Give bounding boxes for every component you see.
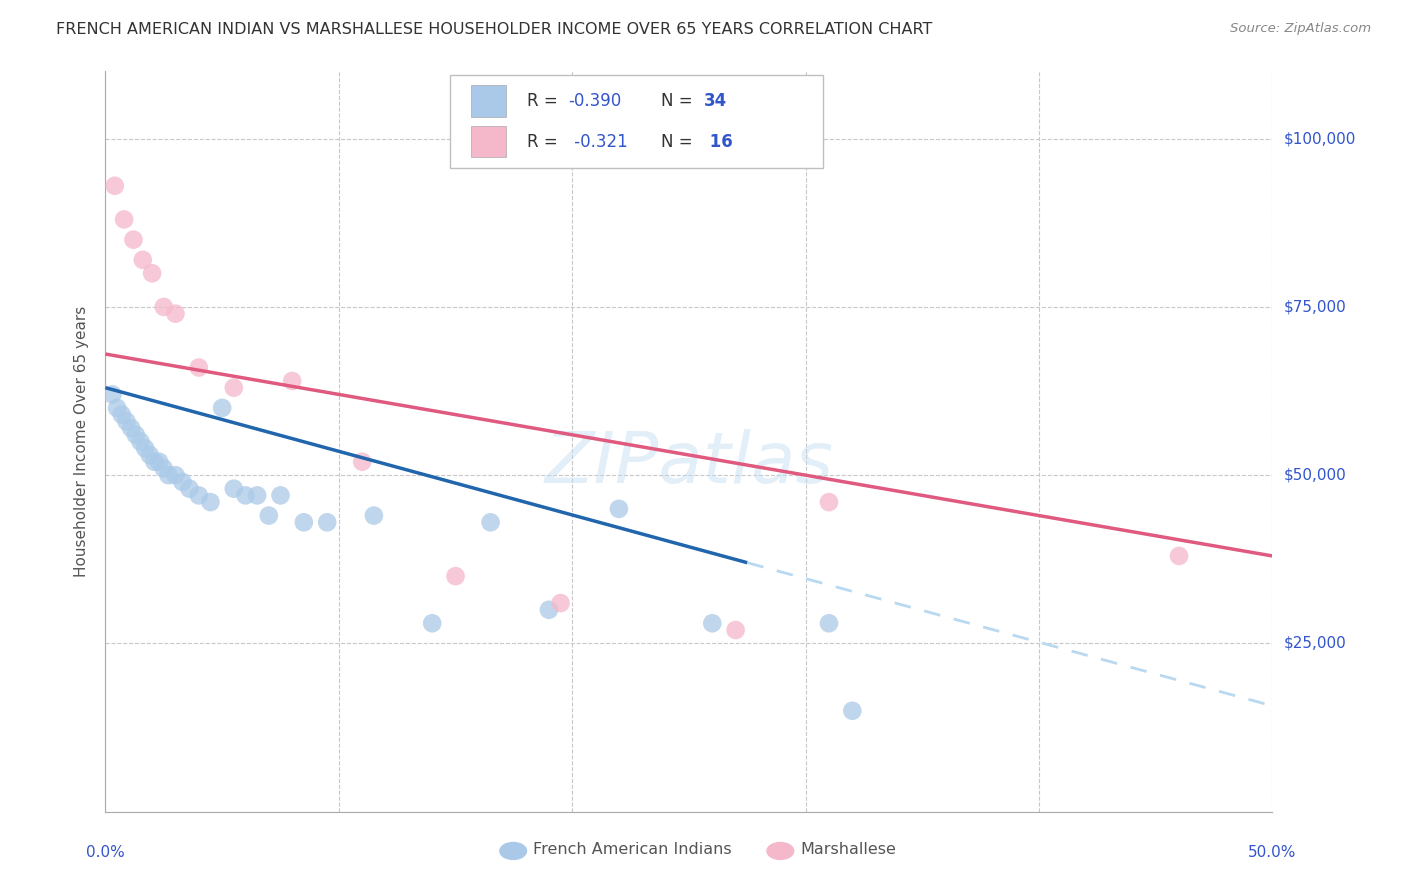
- Point: [148, 455, 170, 469]
- Bar: [471, 126, 506, 157]
- Point: [125, 427, 148, 442]
- Point: [172, 475, 194, 489]
- Point: [537, 603, 560, 617]
- Point: [235, 488, 257, 502]
- Point: [132, 252, 155, 267]
- Point: [702, 616, 724, 631]
- Y-axis label: Householder Income Over 65 years: Householder Income Over 65 years: [75, 306, 90, 577]
- Point: [818, 495, 841, 509]
- Point: [257, 508, 280, 523]
- Text: $100,000: $100,000: [1284, 131, 1355, 146]
- Point: [211, 401, 233, 415]
- Text: N =: N =: [661, 133, 697, 151]
- Text: R =: R =: [527, 92, 562, 110]
- Point: [281, 374, 304, 388]
- Text: Source: ZipAtlas.com: Source: ZipAtlas.com: [1230, 22, 1371, 36]
- Point: [120, 421, 142, 435]
- Point: [363, 508, 385, 523]
- Text: 16: 16: [704, 133, 733, 151]
- Point: [134, 442, 156, 456]
- Point: [607, 501, 630, 516]
- Point: [292, 516, 315, 530]
- Point: [152, 300, 174, 314]
- Text: 34: 34: [704, 92, 727, 110]
- Text: N =: N =: [661, 92, 697, 110]
- Point: [112, 212, 135, 227]
- Point: [1168, 549, 1191, 563]
- Text: $75,000: $75,000: [1284, 300, 1347, 314]
- Point: [122, 233, 145, 247]
- Text: FRENCH AMERICAN INDIAN VS MARSHALLESE HOUSEHOLDER INCOME OVER 65 YEARS CORRELATI: FRENCH AMERICAN INDIAN VS MARSHALLESE HO…: [56, 22, 932, 37]
- Point: [179, 482, 201, 496]
- Text: ZIPatlas: ZIPatlas: [544, 429, 834, 499]
- Point: [420, 616, 443, 631]
- Point: [246, 488, 269, 502]
- Bar: [471, 86, 506, 117]
- Text: French American Indians: French American Indians: [533, 842, 731, 857]
- Text: Marshallese: Marshallese: [800, 842, 896, 857]
- Text: 50.0%: 50.0%: [1249, 845, 1296, 860]
- Point: [111, 408, 134, 422]
- Point: [104, 178, 127, 193]
- Text: $25,000: $25,000: [1284, 636, 1347, 651]
- Point: [141, 266, 163, 280]
- Text: -0.390: -0.390: [569, 92, 621, 110]
- Point: [550, 596, 572, 610]
- Point: [269, 488, 292, 502]
- Point: [129, 434, 152, 449]
- Point: [105, 401, 128, 415]
- Point: [187, 360, 209, 375]
- Point: [139, 448, 162, 462]
- Point: [115, 414, 138, 428]
- Point: [724, 623, 747, 637]
- Point: [152, 461, 174, 475]
- Point: [222, 381, 245, 395]
- Point: [101, 387, 124, 401]
- Point: [165, 307, 187, 321]
- Point: [841, 704, 863, 718]
- Point: [352, 455, 374, 469]
- Point: [444, 569, 467, 583]
- Point: [165, 468, 187, 483]
- Point: [200, 495, 222, 509]
- Point: [157, 468, 180, 483]
- Point: [479, 516, 502, 530]
- Point: [818, 616, 841, 631]
- Text: 0.0%: 0.0%: [86, 845, 125, 860]
- Point: [222, 482, 245, 496]
- Text: $50,000: $50,000: [1284, 467, 1347, 483]
- Point: [143, 455, 166, 469]
- Text: R =: R =: [527, 133, 562, 151]
- Point: [316, 516, 339, 530]
- FancyBboxPatch shape: [450, 75, 823, 168]
- Point: [187, 488, 209, 502]
- Text: -0.321: -0.321: [569, 133, 627, 151]
